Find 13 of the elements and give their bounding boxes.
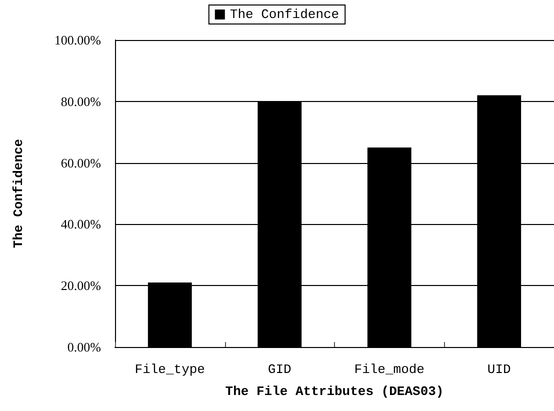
y-tick-label: 80.00% — [60, 94, 102, 109]
x-axis-title: The File Attributes (DEAS03) — [225, 384, 444, 399]
y-tick-label: 100.00% — [54, 32, 102, 48]
y-tick-label: 0.00% — [67, 340, 102, 354]
x-tick-label: File_mode — [354, 362, 424, 377]
y-axis-title: The Confidence — [11, 138, 26, 248]
x-tick-label: UID — [487, 362, 512, 377]
y-tick-label: 60.00% — [60, 155, 102, 170]
legend-label: The Confidence — [230, 7, 340, 22]
y-tick-label: 20.00% — [60, 278, 102, 294]
y-tick-label: 40.00% — [60, 216, 102, 232]
x-tick-label: GID — [268, 362, 292, 377]
x-tick-label: File_type — [134, 362, 205, 377]
